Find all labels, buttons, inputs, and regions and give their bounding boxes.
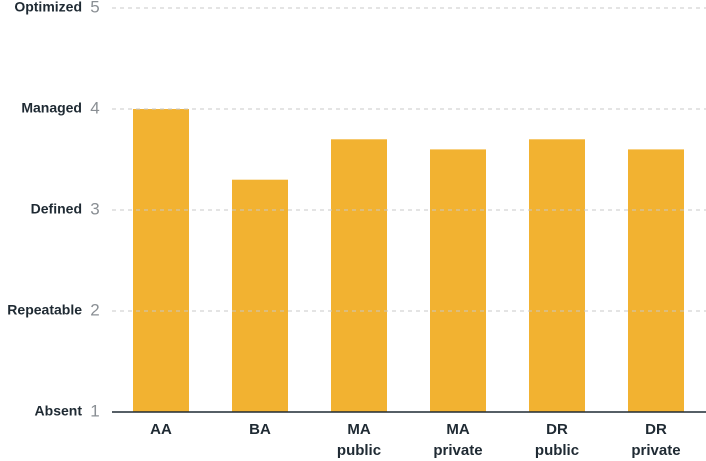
x-tick-label: AA xyxy=(150,421,172,438)
x-tick-label: DR public xyxy=(535,421,579,459)
bar xyxy=(133,109,189,412)
y-level-name: Defined xyxy=(31,201,82,217)
y-tick-label: 1 xyxy=(90,401,99,420)
y-level-name: Optimized xyxy=(14,0,82,15)
y-tick-label: 3 xyxy=(90,199,99,218)
y-level-name: Absent xyxy=(35,403,83,419)
y-level-name: Repeatable xyxy=(7,302,82,318)
bar xyxy=(232,179,288,412)
bar xyxy=(331,139,387,413)
y-tick-label: 5 xyxy=(90,0,99,16)
y-level-name: Managed xyxy=(21,100,82,116)
bar xyxy=(529,139,585,413)
x-tick-label: DR private xyxy=(631,421,680,459)
x-tick-label: MA public xyxy=(337,421,381,459)
y-tick-label: 2 xyxy=(90,300,99,319)
y-tick-label: 4 xyxy=(90,98,99,117)
x-tick-label: BA xyxy=(249,421,271,438)
x-tick-label: MA private xyxy=(433,421,482,459)
bar xyxy=(628,149,684,412)
bar xyxy=(430,149,486,412)
